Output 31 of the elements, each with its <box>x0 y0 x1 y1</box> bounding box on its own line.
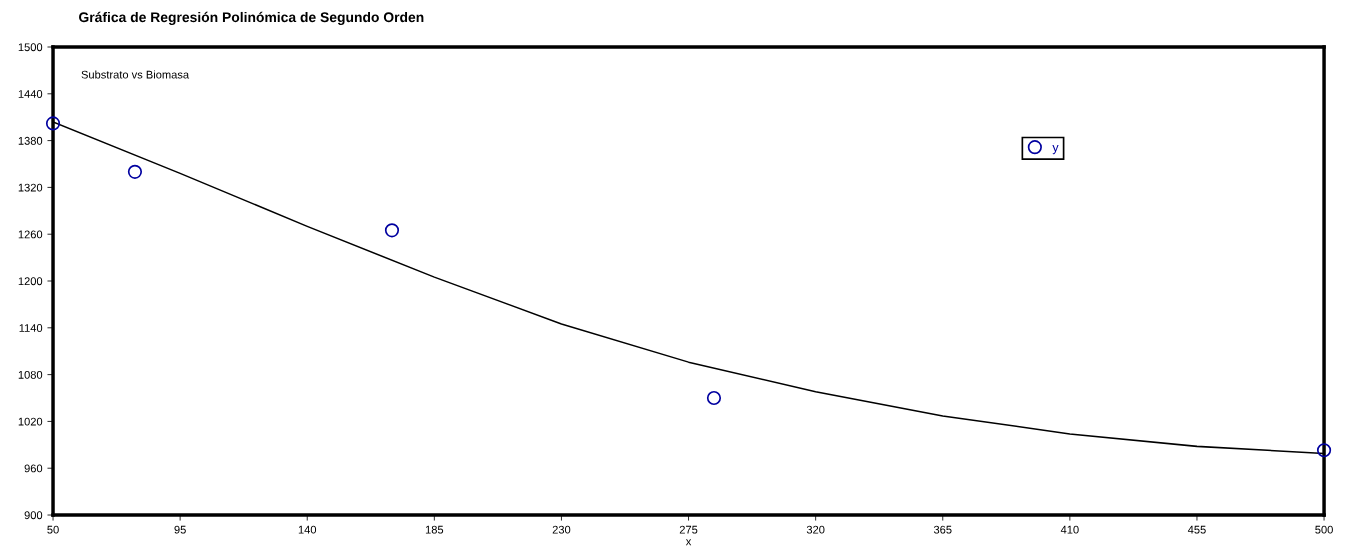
y-tick-label: 1140 <box>19 324 43 332</box>
point <box>45 116 61 131</box>
y-tick-label: 900 <box>24 511 43 520</box>
y-tick-label: 1320 <box>18 183 43 192</box>
y-tick-label: 1260 <box>18 230 43 239</box>
x-tick-label: 320 <box>806 525 825 534</box>
x-tick-label: 140 <box>298 525 317 534</box>
x-tick-label: 410 <box>1060 525 1079 534</box>
x-tick-label: 365 <box>933 525 952 534</box>
y-tick-label: 960 <box>24 464 43 473</box>
y-tick-label: 1440 <box>18 90 43 98</box>
x-tick-label: 500 <box>1315 525 1333 534</box>
x-tick-label: 185 <box>425 525 444 534</box>
y-tick-label: 1380 <box>18 136 43 145</box>
chart-title: Gráfica de Regresión Polinómica de Segundo Orden <box>79 11 424 25</box>
annotation: Substrato vs Biomasa <box>81 70 190 79</box>
x-axis-title: x <box>685 539 692 546</box>
x-tick-label: 230 <box>552 525 571 534</box>
legend-label: y <box>1052 144 1059 155</box>
point <box>127 164 143 179</box>
x-tick-label: 50 <box>47 525 59 534</box>
y-tick-label: 1080 <box>18 370 43 379</box>
x-tick-label: 455 <box>1187 525 1206 534</box>
y-tick-label: 1020 <box>18 417 43 426</box>
y-tick-label: 1200 <box>18 277 43 286</box>
point <box>384 223 400 238</box>
x-tick-label: 95 <box>174 525 186 534</box>
x-tick-label: 275 <box>679 525 698 534</box>
point <box>1316 443 1332 458</box>
point <box>706 390 722 406</box>
y-tick-label: 1500 <box>18 43 43 52</box>
